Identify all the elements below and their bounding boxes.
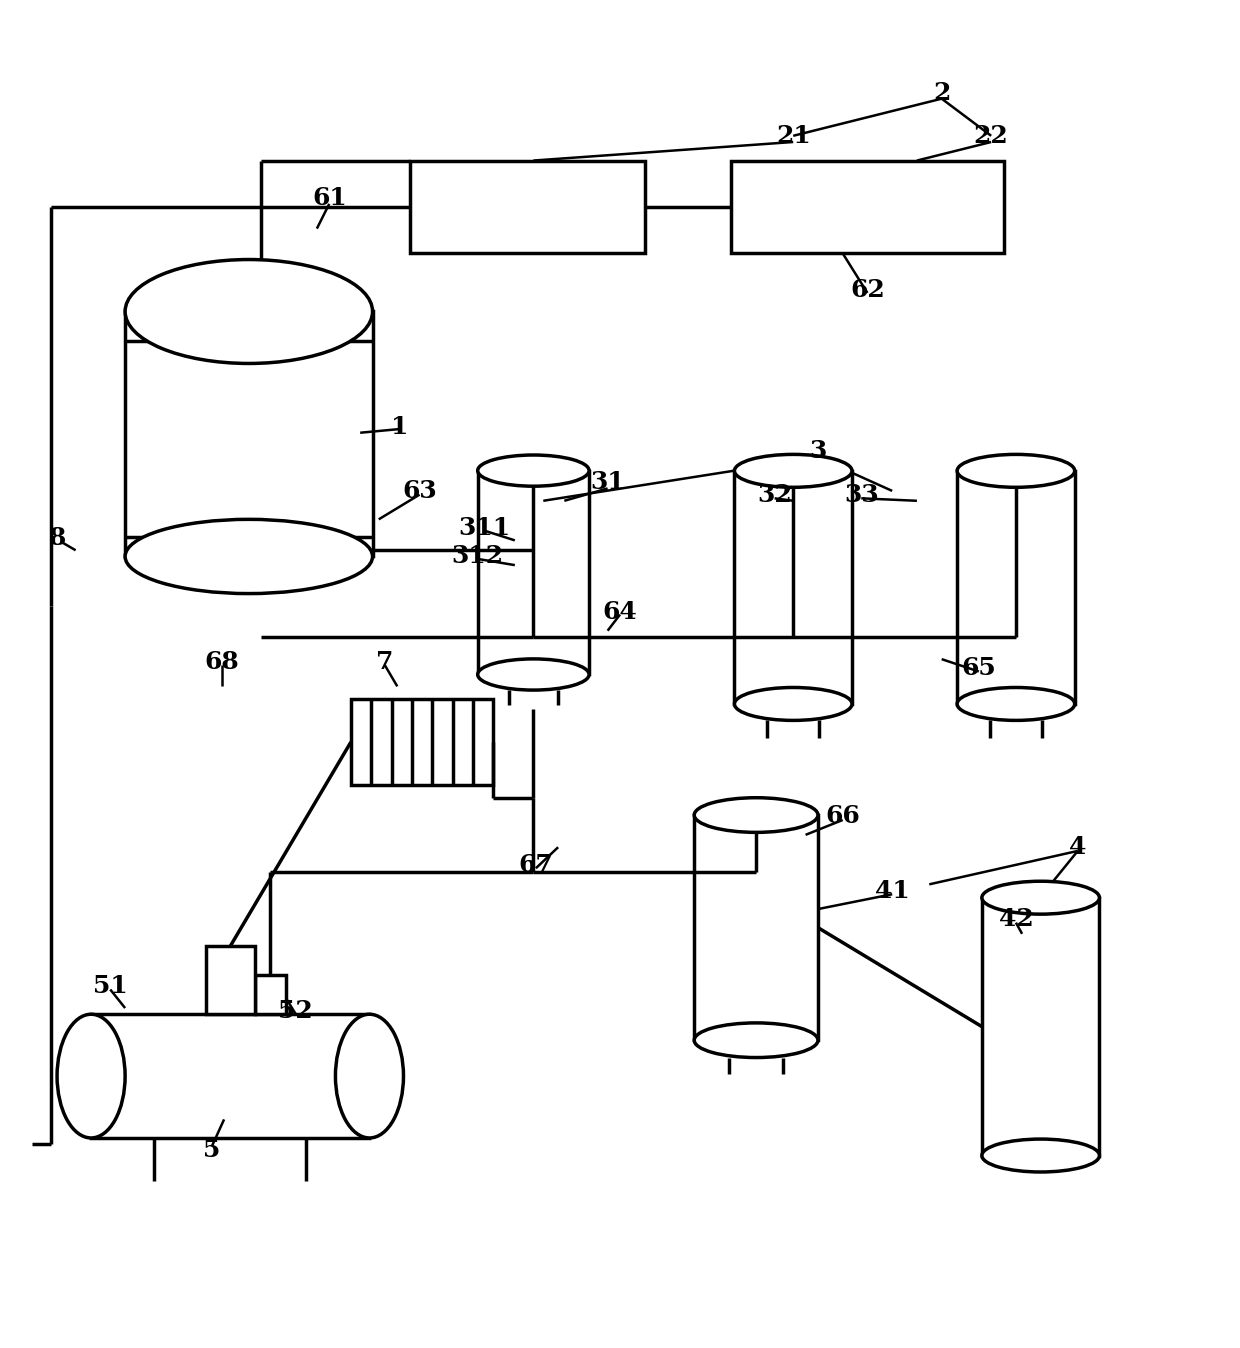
Text: 311: 311 (458, 516, 510, 541)
Bar (125, 311, 372, 557)
Text: 68: 68 (205, 650, 239, 674)
Text: 7: 7 (376, 650, 393, 674)
Bar (477, 470, 589, 674)
Text: 8: 8 (48, 526, 66, 550)
Text: 67: 67 (518, 852, 553, 876)
Bar (694, 816, 818, 1041)
Text: 1: 1 (391, 415, 408, 438)
Bar (732, 160, 1003, 253)
Text: 64: 64 (603, 600, 637, 624)
Text: 312: 312 (451, 545, 503, 569)
Ellipse shape (957, 454, 1075, 488)
Text: 4: 4 (1069, 836, 1086, 859)
Ellipse shape (982, 882, 1100, 914)
Text: 42: 42 (998, 907, 1033, 931)
Ellipse shape (336, 1014, 403, 1138)
Text: 2: 2 (932, 81, 950, 105)
Text: 33: 33 (844, 483, 879, 507)
Text: 51: 51 (93, 973, 128, 998)
Ellipse shape (982, 1139, 1100, 1171)
Text: 61: 61 (312, 186, 347, 210)
Ellipse shape (57, 1014, 125, 1138)
Text: 52: 52 (279, 999, 314, 1023)
Ellipse shape (694, 798, 818, 832)
Bar (351, 698, 494, 786)
Ellipse shape (125, 260, 372, 364)
Bar (734, 470, 852, 704)
Bar (982, 898, 1100, 1155)
Ellipse shape (734, 687, 852, 720)
Ellipse shape (477, 456, 589, 487)
Ellipse shape (957, 687, 1075, 720)
Bar (957, 470, 1075, 704)
Ellipse shape (734, 454, 852, 488)
Text: 5: 5 (203, 1138, 221, 1162)
Ellipse shape (477, 659, 589, 690)
Ellipse shape (125, 519, 372, 593)
Bar (409, 160, 645, 253)
Text: 63: 63 (402, 479, 436, 503)
Text: 41: 41 (874, 879, 910, 903)
Text: 3: 3 (810, 439, 827, 464)
Text: 65: 65 (961, 656, 996, 679)
Ellipse shape (694, 1023, 818, 1058)
Bar (91, 1014, 370, 1138)
Text: 66: 66 (826, 805, 861, 828)
Bar (255, 975, 286, 1014)
Text: 21: 21 (776, 124, 811, 148)
Text: 31: 31 (590, 470, 625, 495)
Text: 22: 22 (973, 124, 1008, 148)
Bar (206, 946, 255, 1014)
Text: 32: 32 (758, 483, 792, 507)
Text: 62: 62 (851, 279, 885, 302)
